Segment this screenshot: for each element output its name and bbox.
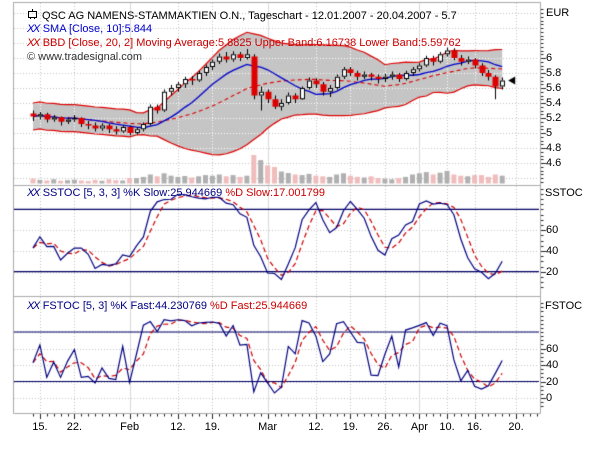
fstoc-axis-label: 0 [546, 392, 553, 404]
fstoc-axis-label: 40 [546, 359, 559, 371]
legend-fstoc-k-label: FSTOC [5, 3] %K Fast:44.230769 [42, 300, 207, 312]
chart-title-row: QSC AG NAMENS-STAMMAKTIEN O.N., Tagescha… [27, 9, 457, 23]
chart-title: QSC AG NAMENS-STAMMAKTIEN O.N., Tagescha… [42, 10, 457, 22]
legend-sstoc-d-label: %D Slow:17.001799 [225, 187, 326, 199]
x-axis-label: 19. [204, 421, 221, 433]
x-axis-label: 15. [32, 421, 48, 433]
sstoc-panel-label: SSTOC [545, 187, 583, 199]
price-axis-label: 5.4 [546, 97, 562, 109]
x-axis-label: 26. [377, 421, 393, 433]
fstoc-axis-label: 60 [546, 342, 559, 355]
chart-window-icon [27, 9, 38, 23]
legend-sstoc[interactable]: XX SSTOC [5, 3, 3] %K Slow:25.944669 %D S… [27, 187, 325, 199]
x-axis-label: 22. [66, 421, 83, 433]
x-axis-label: 12. [170, 421, 186, 433]
indicator-marker-icon: XX [27, 187, 40, 199]
price-axis-label: 6 [546, 52, 553, 64]
fstoc-axis-label: 20 [546, 375, 559, 388]
legend-sma-label: SMA [Close, 10]:5.844 [42, 23, 153, 35]
price-axis-label: 4.8 [546, 142, 562, 154]
legend-fstoc-d-label: %D Fast:25.944669 [210, 300, 308, 312]
x-axis-label: 12. [308, 421, 324, 433]
indicator-marker-icon: XX [27, 37, 40, 49]
indicator-marker-icon: XX [27, 300, 40, 312]
fstoc-panel-label: FSTOC [545, 300, 583, 312]
watermark: © www.tradesignal.com [27, 51, 143, 63]
currency-axis-label: EUR [546, 7, 570, 19]
legend-bbd-label: BBD [Close, 20, 2] Moving Average:5.8825… [42, 37, 461, 49]
x-axis-label: 16. [466, 421, 483, 433]
x-axis-label: Feb [120, 421, 140, 433]
legend-fstoc[interactable]: XX FSTOC [5, 3] %K Fast:44.230769 %D Fast… [27, 300, 307, 312]
legend-sstoc-k-label: SSTOC [5, 3, 3] %K Slow:25.944669 [42, 187, 223, 199]
x-axis-label: 10. [439, 421, 455, 433]
price-axis-label: 5.8 [546, 67, 562, 79]
price-axis-label: 4.6 [546, 157, 562, 169]
x-axis-label: Apr [410, 421, 428, 433]
price-axis-label: 5.2 [546, 112, 562, 124]
sstoc-axis-label: 40 [546, 244, 559, 257]
indicator-marker-icon: XX [27, 23, 40, 35]
x-axis-label: Mar [258, 421, 278, 433]
x-axis-label: 20. [508, 421, 524, 433]
price-axis-label: 5.6 [546, 82, 562, 94]
sstoc-axis-label: 20 [546, 265, 559, 278]
x-axis-label: 19. [342, 421, 359, 433]
sstoc-axis-label: 60 [546, 224, 559, 237]
price-axis-label: 5 [546, 127, 553, 139]
legend-sma[interactable]: XX SMA [Close, 10]:5.844 [27, 23, 152, 35]
legend-bbd[interactable]: XX BBD [Close, 20, 2] Moving Average:5.88… [27, 37, 461, 49]
